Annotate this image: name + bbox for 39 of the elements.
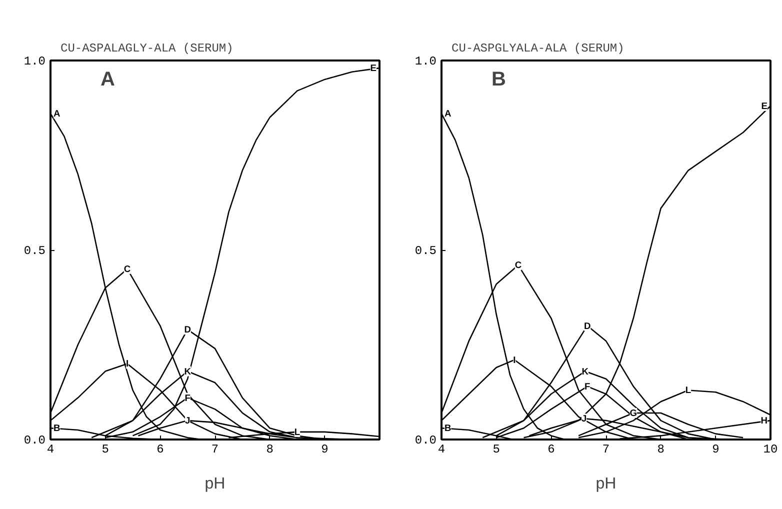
series-label: K xyxy=(582,366,589,376)
series-label: E xyxy=(370,63,377,74)
x-tick-label: 4 xyxy=(46,442,54,456)
series-label: D xyxy=(584,320,591,331)
y-tick-label: 0.5 xyxy=(24,244,46,258)
x-tick-label: 9 xyxy=(321,442,328,456)
series-label: I xyxy=(513,354,516,365)
y-tick-label: 1.0 xyxy=(414,54,437,68)
series-label: I xyxy=(126,358,129,369)
y-tick-label: 0.0 xyxy=(24,434,46,448)
series-label: E xyxy=(761,100,768,111)
series-label: A xyxy=(444,108,452,119)
x-tick-label: 7 xyxy=(211,442,219,456)
x-tick-label: 5 xyxy=(492,442,500,456)
series-label: A xyxy=(54,108,60,119)
x-tick-label: 8 xyxy=(266,442,274,456)
annotation: B xyxy=(492,68,506,90)
x-tick-label: 6 xyxy=(156,442,164,456)
x-tick-label: 5 xyxy=(102,442,109,456)
x-tick-label: 6 xyxy=(548,442,555,456)
x-tick-label: 8 xyxy=(657,442,664,456)
series-label: C xyxy=(124,264,131,274)
x-axis-title: pH xyxy=(204,476,226,492)
x-tick-label: 7 xyxy=(602,442,610,456)
chart-title: CU-ASPGLYALA-ALA (SERUM) xyxy=(452,42,624,56)
series-label: B xyxy=(54,423,60,434)
y-tick-label: 0.5 xyxy=(414,244,437,258)
series-label: G xyxy=(630,408,638,418)
x-tick-label: 9 xyxy=(712,442,720,456)
x-tick-label: 4 xyxy=(438,442,446,456)
annotation: A xyxy=(100,68,115,90)
series-label: B xyxy=(444,423,452,434)
y-tick-label: 1.0 xyxy=(24,54,46,68)
x-axis-title: pH xyxy=(596,476,616,492)
y-tick-label: 0.0 xyxy=(414,434,437,448)
series-label: C xyxy=(514,260,522,270)
x-tick-label: 10 xyxy=(763,442,778,456)
chart-title: CU-ASPALAGLY-ALA (SERUM) xyxy=(60,42,234,56)
series-label: H xyxy=(760,416,768,426)
